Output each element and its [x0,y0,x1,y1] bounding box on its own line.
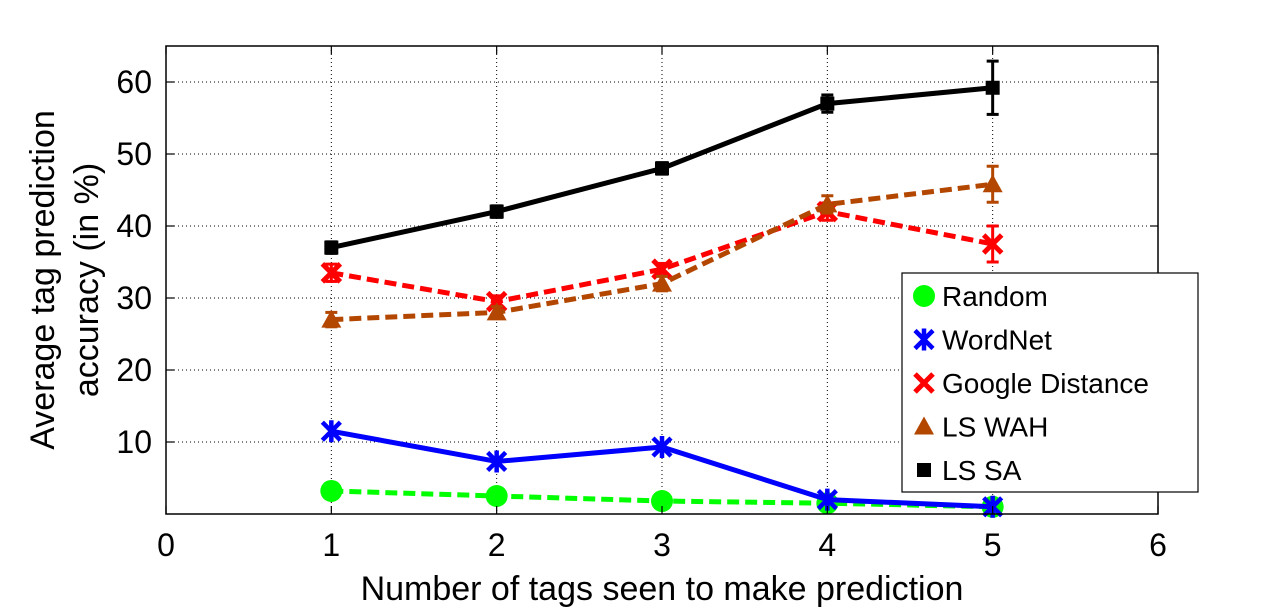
data-point [321,309,342,328]
legend-label: Random [942,281,1048,312]
y-tick-label: 10 [116,424,152,460]
y-tick-label: 40 [116,208,152,244]
data-point [985,80,1000,95]
legend-entry: LS SA [917,455,1022,486]
legend-label: Google Distance [942,368,1149,399]
series-line [331,181,993,323]
legend-marker [913,328,935,351]
data-point [981,233,1004,255]
legend-marker [917,463,931,477]
data-point [320,262,343,284]
legend-marker [913,285,935,307]
y-tick-label: 60 [116,64,152,100]
x-tick-label: 1 [322,527,340,563]
x-tick-label: 3 [653,527,671,563]
x-tick-label: 6 [1149,527,1167,563]
data-point [486,302,507,321]
series-layer [320,59,1004,518]
legend-entry: WordNet [913,325,1052,356]
x-tick-label: 4 [818,527,836,563]
legend-marker [914,416,934,435]
legend-label: LS SA [942,455,1022,486]
series-ls-wah [321,164,1003,329]
data-point [324,240,339,255]
data-point [485,485,508,507]
series-ls-sa [324,59,1000,255]
series-wordnet [320,420,1004,518]
data-point [320,420,342,443]
legend-label: WordNet [942,325,1052,356]
data-point [652,273,672,292]
data-point [651,490,673,513]
legend-entry: Random [913,281,1048,312]
legend-label: LS WAH [942,412,1048,443]
ticks: 0 1 2 3 4 5 6 10 20 30 40 50 60 [116,46,1167,563]
x-tick-label: 2 [488,527,506,563]
data-point [655,161,669,176]
legend-marker [913,372,935,394]
x-tick-label: 0 [157,527,175,563]
legend-entry: LS WAH [914,412,1048,443]
data-point [982,174,1003,193]
legend-entry: Google Distance [913,368,1149,399]
y-tick-label: 30 [116,280,152,316]
legend-box [901,272,1199,493]
y-axis-title-line-1: Average tag prediction [24,110,62,450]
series-line [330,209,994,305]
legend: Random WordNet Google Distance LS WAH LS SA [901,272,1199,493]
data-point [489,204,504,219]
data-point [320,479,343,502]
data-point [817,194,838,213]
y-tick-label: 20 [116,352,152,388]
data-point [820,96,835,111]
y-axis-title-line-2: accuracy (in %) [68,163,106,397]
x-tick-label: 5 [984,527,1002,563]
data-point [651,436,673,459]
data-point [486,450,508,473]
x-axis-title: Number of tags seen to make prediction [361,570,964,608]
y-tick-label: 50 [116,136,152,172]
